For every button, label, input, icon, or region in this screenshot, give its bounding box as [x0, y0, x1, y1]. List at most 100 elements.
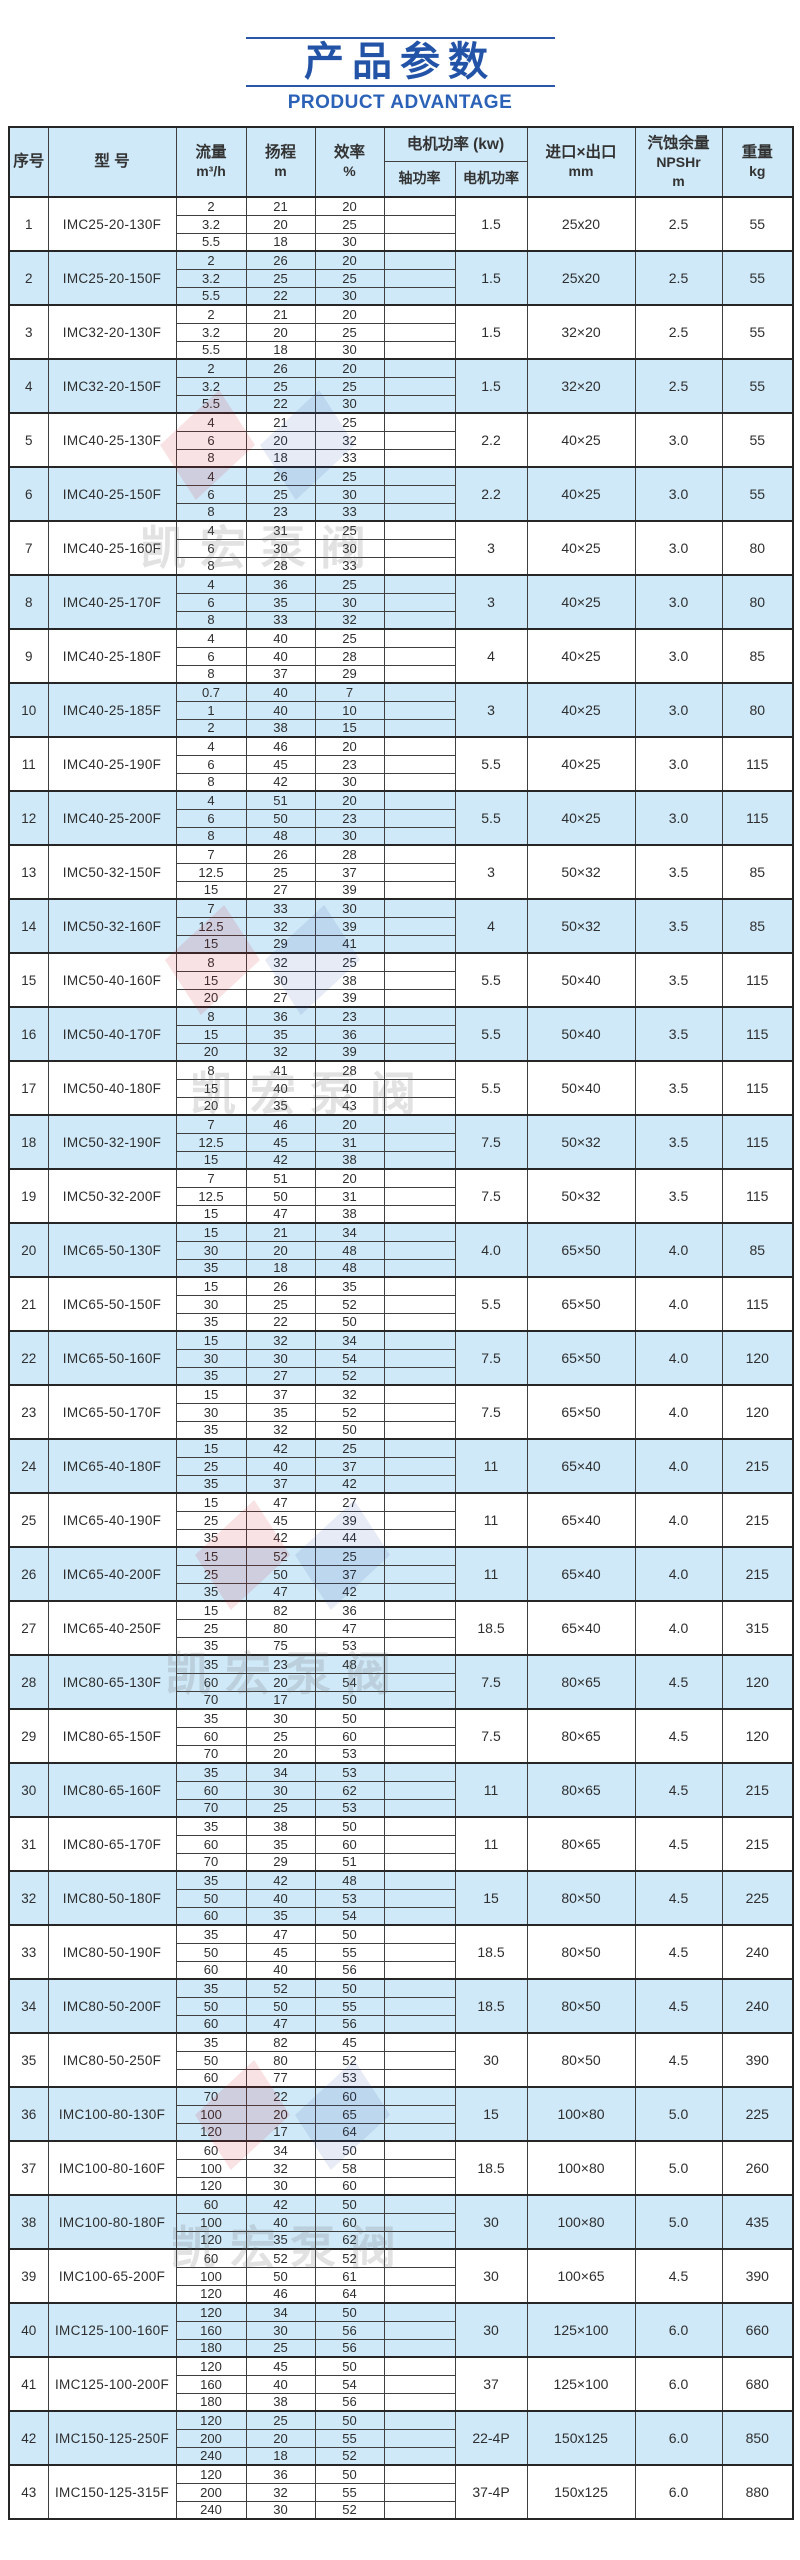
eff-cell: 55: [314, 1942, 385, 1962]
head-cell: 35: [245, 1096, 316, 1116]
shaft-power-cell: [383, 2230, 456, 2250]
head-cell: 22: [245, 1312, 316, 1332]
shaft-power-cell: [383, 268, 456, 288]
flow-cell: 6: [175, 538, 247, 558]
npsh-cell: 4.0: [634, 1384, 723, 1440]
table-row: 60 30 62: [9, 1780, 793, 1800]
flow-cell: 12.5: [175, 1186, 247, 1206]
eff-cell: 37: [314, 1564, 385, 1584]
weight-cell: 215: [721, 1438, 794, 1494]
table-row: 6 IMC40-25-150F 4 26 25 2.2 40×25 3.0 55: [8, 466, 794, 522]
table-row: 60 25 60: [9, 1726, 793, 1746]
eff-cell: 51: [314, 1852, 385, 1872]
inlet-cell: 32×20: [526, 358, 636, 414]
shaft-power-cell: [383, 718, 456, 738]
model-cell: IMC65-50-150F: [47, 1276, 177, 1332]
motor-cell: 7.5: [454, 1168, 528, 1224]
eff-cell: 25: [314, 466, 385, 486]
table-row: 5 IMC40-25-130F 4 21 25 2.2 40×25 3.0 55: [8, 412, 794, 468]
table-row: 5.5 22 30: [9, 394, 793, 414]
inlet-cell: 100×80: [526, 2086, 636, 2142]
shaft-power-cell: [383, 934, 456, 954]
head-cell: 42: [245, 1870, 316, 1890]
head-cell: 21: [245, 196, 316, 216]
eff-cell: 50: [314, 1924, 385, 1944]
motor-cell: 18.5: [454, 1978, 528, 2034]
head-cell: 30: [245, 1348, 316, 1368]
serial-cell: 17: [8, 1060, 49, 1116]
serial-cell: 28: [8, 1654, 49, 1710]
eff-cell: 55: [314, 2428, 385, 2448]
flow-cell: 35: [175, 1312, 247, 1332]
model-cell: IMC50-40-160F: [47, 952, 177, 1008]
head-cell: 45: [245, 2356, 316, 2376]
motor-cell: 11: [454, 1546, 528, 1602]
eff-cell: 30: [314, 394, 385, 414]
table-row: 60 35 54: [9, 1906, 793, 1926]
flow-cell: 15: [175, 1024, 247, 1044]
table-row: 8 IMC40-25-170F 4 36 25 3 40×25 3.0 80: [8, 574, 794, 630]
head-cell: 47: [245, 1924, 316, 1944]
model-cell: IMC125-100-200F: [47, 2356, 177, 2412]
model-cell: IMC50-32-190F: [47, 1114, 177, 1170]
table-row: 15 40 40: [9, 1078, 793, 1098]
npsh-cell: 6.0: [634, 2356, 723, 2412]
flow-cell: 15: [175, 1546, 247, 1566]
shaft-power-cell: [383, 898, 456, 918]
eff-cell: 56: [314, 2320, 385, 2340]
eff-cell: 33: [314, 502, 385, 522]
inlet-cell: 40×25: [526, 412, 636, 468]
head-cell: 42: [245, 1150, 316, 1170]
eff-cell: 10: [314, 700, 385, 720]
table-row: 38 IMC100-80-180F 60 42 50 30 100×80 5.0 435: [8, 2194, 794, 2250]
weight-cell: 80: [721, 574, 794, 630]
table-row: 26 IMC65-40-200F 15 52 25 11 65×40 4.0 215: [8, 1546, 794, 1602]
npsh-cell: 4.5: [634, 2248, 723, 2304]
table-row: 100 40 60: [9, 2212, 793, 2232]
eff-cell: 25: [314, 1438, 385, 1458]
head-cell: 45: [245, 1132, 316, 1152]
eff-cell: 48: [314, 1870, 385, 1890]
head-cell: 18: [245, 2446, 316, 2466]
weight-cell: 225: [721, 1870, 794, 1926]
table-row: 100 20 65: [9, 2104, 793, 2124]
flow-cell: 7: [175, 1168, 247, 1188]
serial-cell: 10: [8, 682, 49, 738]
table-row: 34 IMC80-50-200F 35 52 50 18.5 80×50 4.5 240: [8, 1978, 794, 2034]
head-cell: 25: [245, 268, 316, 288]
flow-cell: 50: [175, 1942, 247, 1962]
flow-cell: 12.5: [175, 916, 247, 936]
shaft-power-cell: [383, 1276, 456, 1296]
flow-cell: 15: [175, 1438, 247, 1458]
head-cell: 50: [245, 1186, 316, 1206]
head-cell: 40: [245, 1888, 316, 1908]
npsh-cell: 4.5: [634, 1708, 723, 1764]
shaft-power-cell: [383, 1924, 456, 1944]
head-cell: 40: [245, 2374, 316, 2394]
header-motor-power-group: 电机功率 (kw): [383, 126, 528, 162]
inlet-cell: 40×25: [526, 574, 636, 630]
shaft-power-cell: [383, 1780, 456, 1800]
flow-cell: 4: [175, 790, 247, 810]
serial-cell: 42: [8, 2410, 49, 2466]
table-row: 43 IMC150-125-315F 120 36 50 37-4P 150x125 6.0 8…: [8, 2464, 794, 2520]
flow-cell: 35: [175, 1474, 247, 1494]
head-cell: 17: [245, 2122, 316, 2142]
serial-cell: 38: [8, 2194, 49, 2250]
flow-cell: 4: [175, 520, 247, 540]
table-row: 100 50 61: [9, 2266, 793, 2286]
flow-cell: 120: [175, 2176, 247, 2196]
flow-cell: 6: [175, 646, 247, 666]
shaft-power-cell: [383, 1366, 456, 1386]
eff-cell: 23: [314, 808, 385, 828]
inlet-cell: 65×40: [526, 1600, 636, 1656]
eff-cell: 48: [314, 1654, 385, 1674]
table-row: 11 IMC40-25-190F 4 46 20 5.5 40×25 3.0 115: [8, 736, 794, 792]
shaft-power-cell: [383, 1528, 456, 1548]
shaft-power-cell: [383, 1114, 456, 1134]
flow-cell: 7: [175, 844, 247, 864]
shaft-power-cell: [383, 304, 456, 324]
npsh-cell: 4.5: [634, 1654, 723, 1710]
head-cell: 25: [245, 376, 316, 396]
flow-cell: 120: [175, 2230, 247, 2250]
